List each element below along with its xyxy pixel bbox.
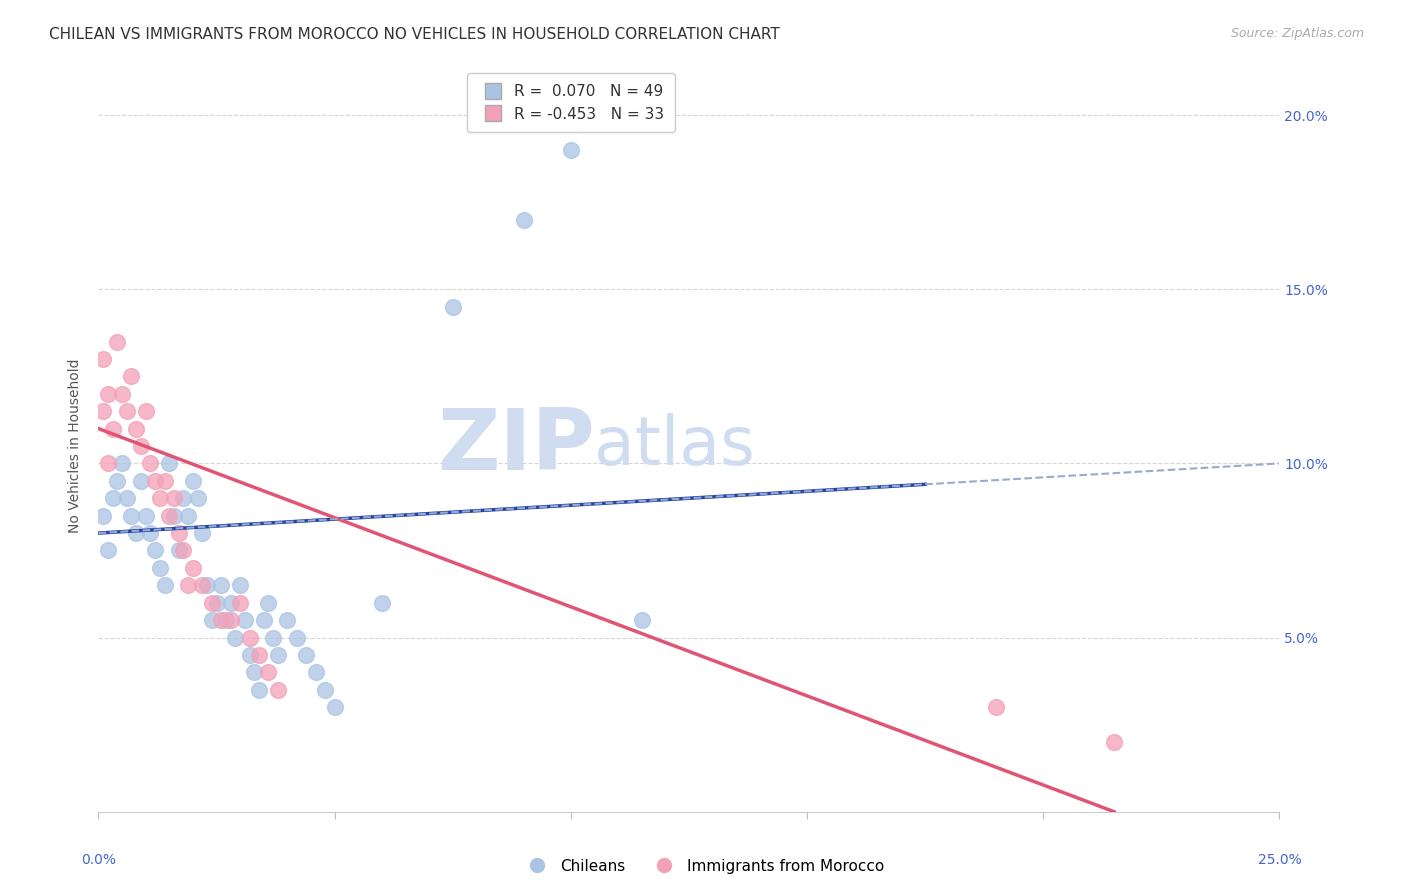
Text: Source: ZipAtlas.com: Source: ZipAtlas.com (1230, 27, 1364, 40)
Point (97, 543, 120, 558)
Point (1102, 735, 1125, 749)
Point (105, 334, 128, 349)
Point (239, 631, 262, 645)
Point (219, 613, 242, 627)
Point (101, 421, 124, 435)
Point (253, 613, 276, 627)
Point (276, 613, 298, 627)
Point (295, 648, 318, 662)
Point (167, 526, 190, 541)
Point (512, 212, 534, 227)
Point (172, 543, 194, 558)
Text: 25.0%: 25.0% (1257, 853, 1302, 867)
Point (157, 508, 180, 523)
Point (371, 596, 394, 610)
Point (191, 578, 214, 592)
Point (247, 648, 270, 662)
Point (129, 474, 152, 488)
Point (257, 665, 280, 680)
Text: atlas: atlas (595, 413, 755, 479)
Point (181, 474, 204, 488)
Point (91, 508, 114, 523)
Point (135, 508, 157, 523)
Point (314, 682, 336, 697)
Point (195, 578, 218, 592)
Point (125, 421, 148, 435)
Point (323, 700, 346, 714)
Point (115, 404, 138, 418)
Point (209, 578, 232, 592)
Legend: Chileans, Immigrants from Morocco: Chileans, Immigrants from Morocco (516, 853, 890, 880)
Point (129, 439, 152, 453)
Point (441, 300, 464, 314)
Point (267, 648, 290, 662)
Point (97, 386, 120, 401)
Point (239, 648, 262, 662)
Text: CHILEAN VS IMMIGRANTS FROM MOROCCO NO VEHICLES IN HOUSEHOLD CORRELATION CHART: CHILEAN VS IMMIGRANTS FROM MOROCCO NO VE… (49, 27, 780, 42)
Point (153, 474, 176, 488)
Point (219, 596, 242, 610)
Point (163, 491, 186, 506)
Point (267, 682, 290, 697)
Point (209, 613, 232, 627)
Point (243, 665, 266, 680)
Text: 0.0%: 0.0% (82, 853, 115, 867)
Point (560, 143, 582, 157)
Point (257, 596, 280, 610)
Point (139, 526, 162, 541)
Point (163, 508, 186, 523)
Point (630, 613, 652, 627)
Point (149, 561, 172, 575)
Point (205, 596, 228, 610)
Point (167, 543, 190, 558)
Point (285, 631, 308, 645)
Point (201, 596, 224, 610)
Point (984, 700, 1007, 714)
Point (305, 665, 328, 680)
Point (233, 613, 256, 627)
Point (157, 457, 180, 471)
Point (111, 386, 134, 401)
Point (177, 508, 200, 523)
Point (125, 526, 148, 541)
Point (91, 351, 114, 366)
Point (105, 474, 128, 488)
Point (135, 404, 157, 418)
Point (121, 369, 143, 384)
Point (91, 404, 114, 418)
Point (215, 613, 238, 627)
Point (262, 631, 284, 645)
Point (224, 631, 246, 645)
Point (177, 578, 200, 592)
Y-axis label: No Vehicles in Household: No Vehicles in Household (69, 359, 83, 533)
Point (97, 457, 120, 471)
Point (229, 578, 252, 592)
Point (201, 613, 224, 627)
Point (139, 457, 162, 471)
Point (149, 491, 172, 506)
Text: ZIP: ZIP (437, 404, 595, 488)
Point (181, 561, 204, 575)
Point (143, 543, 166, 558)
Point (143, 474, 166, 488)
Point (115, 491, 138, 506)
Point (187, 491, 209, 506)
Point (153, 578, 176, 592)
Point (247, 682, 270, 697)
Point (229, 596, 252, 610)
Point (101, 491, 124, 506)
Legend: R =  0.070   N = 49, R = -0.453   N = 33: R = 0.070 N = 49, R = -0.453 N = 33 (467, 73, 675, 132)
Point (172, 491, 194, 506)
Point (121, 508, 143, 523)
Point (111, 457, 134, 471)
Point (191, 526, 214, 541)
